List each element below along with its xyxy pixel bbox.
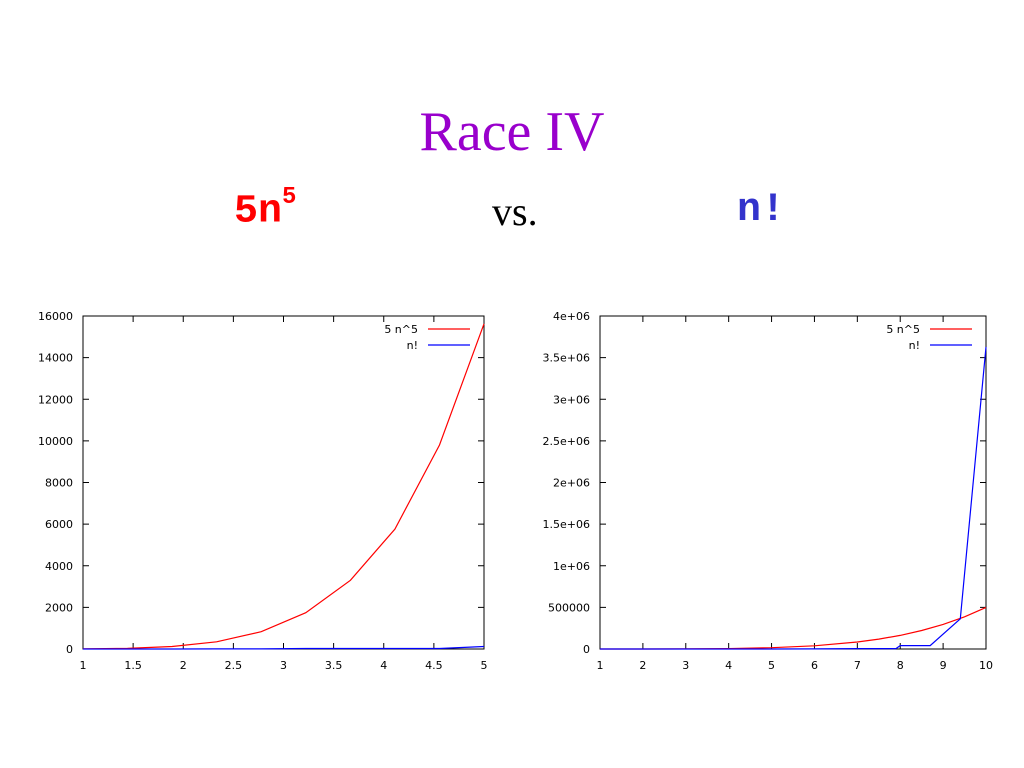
left-expression: 5n5 bbox=[234, 184, 296, 235]
x-tick-label: 2 bbox=[180, 659, 187, 672]
x-tick-label: 1 bbox=[597, 659, 604, 672]
slide-title: Race IV bbox=[419, 101, 605, 163]
series-line-blue bbox=[83, 645, 485, 650]
legend-label: 5 n^5 bbox=[384, 323, 418, 336]
x-tick-label: 2.5 bbox=[225, 659, 243, 672]
x-tick-label: 2 bbox=[639, 659, 646, 672]
y-tick-label: 1e+06 bbox=[553, 560, 590, 573]
series-line-red bbox=[600, 606, 987, 650]
vs-label: vs. bbox=[492, 189, 538, 234]
legend-label: n! bbox=[909, 339, 920, 352]
x-tick-label: 8 bbox=[897, 659, 904, 672]
y-tick-label: 3e+06 bbox=[553, 393, 590, 406]
y-tick-label: 2.5e+06 bbox=[543, 435, 590, 448]
x-tick-label: 7 bbox=[854, 659, 861, 672]
x-tick-label: 4 bbox=[725, 659, 732, 672]
y-tick-label: 0 bbox=[66, 643, 73, 656]
y-tick-label: 500000 bbox=[548, 601, 590, 614]
x-tick-label: 3.5 bbox=[325, 659, 343, 672]
x-tick-label: 1 bbox=[80, 659, 87, 672]
legend-label: 5 n^5 bbox=[886, 323, 920, 336]
right-expression: n! bbox=[737, 188, 786, 233]
y-tick-label: 2e+06 bbox=[553, 477, 590, 490]
x-tick-label: 3 bbox=[682, 659, 689, 672]
plot-frame bbox=[599, 315, 987, 650]
plot-frame bbox=[82, 315, 485, 650]
left-expression-base: 5n bbox=[234, 189, 283, 235]
x-tick-label: 6 bbox=[811, 659, 818, 672]
y-tick-label: 16000 bbox=[38, 310, 73, 323]
y-tick-label: 3.5e+06 bbox=[543, 352, 590, 365]
x-tick-label: 1.5 bbox=[124, 659, 142, 672]
x-tick-label: 10 bbox=[979, 659, 993, 672]
y-tick-label: 10000 bbox=[38, 435, 73, 448]
left-expression-exponent: 5 bbox=[282, 184, 297, 211]
x-tick-label: 5 bbox=[481, 659, 488, 672]
y-tick-label: 12000 bbox=[38, 393, 73, 406]
y-tick-label: 4000 bbox=[45, 560, 73, 573]
y-tick-label: 6000 bbox=[45, 518, 73, 531]
x-tick-label: 4.5 bbox=[425, 659, 443, 672]
y-tick-label: 8000 bbox=[45, 477, 73, 490]
series-line-red bbox=[82, 323, 485, 650]
legend-label: n! bbox=[407, 339, 418, 352]
series-line-blue bbox=[600, 346, 987, 650]
x-tick-label: 3 bbox=[280, 659, 287, 672]
y-tick-label: 1.5e+06 bbox=[543, 518, 590, 531]
chart-right: 1 2 3 4 5 6 7 8 9 10 0 500000 1e+06 1.5e+06 2e+06 2.5e+… bbox=[543, 310, 993, 672]
y-tick-label: 2000 bbox=[45, 601, 73, 614]
x-tick-label: 4 bbox=[380, 659, 387, 672]
y-tick-label: 4e+06 bbox=[553, 310, 590, 323]
x-tick-label: 5 bbox=[768, 659, 775, 672]
x-tick-label: 9 bbox=[940, 659, 947, 672]
y-tick-label: 14000 bbox=[38, 352, 73, 365]
chart-left: 1 1.5 2 2.5 3 3.5 4 4.5 5 0 2000 4000 6000 8000 10000 1… bbox=[38, 310, 488, 672]
y-tick-label: 0 bbox=[583, 643, 590, 656]
